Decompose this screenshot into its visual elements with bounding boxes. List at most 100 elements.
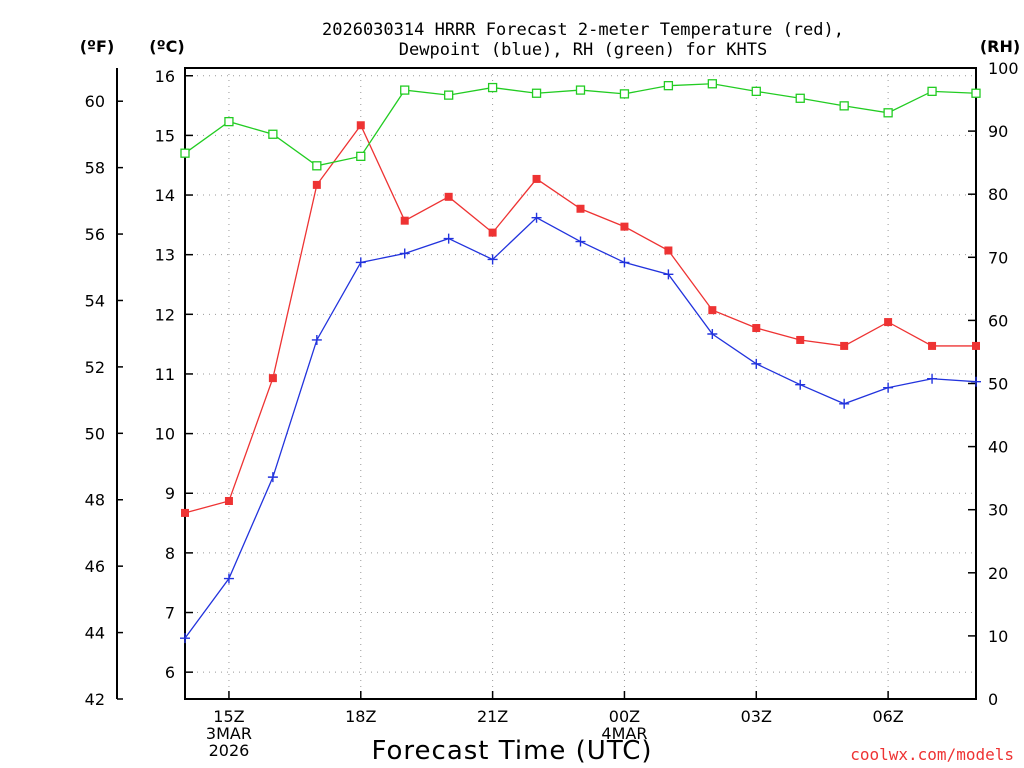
fahrenheit-tick-label: 42: [85, 690, 105, 709]
rh-tick-label: 40: [988, 438, 1008, 457]
dewpoint-point: [971, 376, 981, 387]
temperature-point: [620, 222, 629, 231]
rh-point: [180, 148, 190, 158]
rh-point: [487, 82, 498, 93]
rh-axis-unit: (RH): [980, 37, 1020, 56]
dewpoint-point: [487, 254, 498, 265]
temperature-point: [181, 508, 189, 517]
x-tick-label: 2026: [209, 741, 250, 760]
temperature-point: [752, 324, 761, 333]
x-tick-label: 4MAR: [601, 724, 647, 743]
fahrenheit-tick-label: 44: [85, 624, 105, 643]
rh-point: [927, 86, 937, 96]
dewpoint-point: [927, 373, 938, 384]
rh-tick-label: 90: [988, 122, 1008, 141]
rh-point: [400, 85, 410, 95]
axes: 42 44 46 48 50 52 54 56 58 60 6 7 8 9 10 11 12 13 14 15 16 0 1…: [85, 59, 1019, 760]
temperature-point: [488, 228, 497, 237]
rh-tick-label: 30: [988, 501, 1008, 520]
temperature-point: [884, 318, 893, 327]
celsius-tick-label: 13: [155, 246, 175, 265]
rh-tick-label: 10: [988, 627, 1008, 646]
rh-point: [971, 88, 981, 98]
celsius-tick-label: 9: [165, 484, 175, 503]
fahrenheit-tick-label: 60: [85, 92, 105, 111]
rh-tick-label: 20: [988, 564, 1008, 583]
fahrenheit-tick-label: 52: [85, 358, 105, 377]
rh-point: [575, 85, 586, 95]
series-dewpoint: [180, 212, 981, 644]
x-tick-label: 00Z: [609, 707, 640, 726]
x-tick-label: 06Z: [872, 707, 903, 726]
series-rh: [180, 79, 981, 171]
temperature-point: [268, 374, 277, 383]
celsius-tick-label: 10: [155, 425, 175, 444]
dewpoint-point: [883, 382, 894, 393]
temperature-point: [796, 335, 805, 344]
dewpoint-point: [531, 212, 542, 223]
rh-tick-label: 80: [988, 185, 1008, 204]
rh-point: [883, 108, 893, 118]
fahrenheit-tick-label: 48: [85, 491, 105, 510]
celsius-tick-label: 12: [155, 305, 175, 324]
x-tick-label: 3MAR: [206, 724, 252, 743]
series-temperature: [181, 121, 980, 517]
temperature-point: [224, 496, 233, 505]
x-tick-label: 03Z: [741, 707, 772, 726]
rh-point: [312, 161, 322, 171]
x-tick-label: 18Z: [345, 707, 376, 726]
dewpoint-point: [223, 573, 234, 584]
temperature-point: [400, 216, 409, 225]
temperature-point: [708, 306, 717, 315]
series-line-temperature: [184, 123, 976, 514]
dewpoint-point: [311, 334, 322, 345]
temperature-point: [356, 121, 365, 130]
dewpoint-point: [751, 358, 762, 369]
temperature-point: [664, 246, 673, 255]
series-line-dewpoint: [184, 216, 977, 639]
celsius-tick-label: 15: [155, 126, 175, 145]
rh-point: [619, 89, 630, 99]
rh-point: [356, 151, 366, 161]
dewpoint-point: [443, 233, 454, 244]
temperature-point: [312, 180, 321, 189]
dewpoint-point: [355, 257, 366, 268]
fahrenheit-tick-label: 46: [85, 557, 105, 576]
rh-point: [224, 116, 234, 127]
rh-point: [751, 86, 761, 96]
x-tick-label: 21Z: [477, 707, 508, 726]
celsius-tick-label: 7: [165, 604, 175, 623]
rh-point: [444, 90, 454, 100]
rh-tick-label: 0: [988, 690, 998, 709]
dewpoint-point: [839, 398, 850, 409]
series-line-rh: [184, 83, 977, 167]
fahrenheit-tick-label: 56: [85, 225, 105, 244]
rh-point: [268, 129, 278, 139]
rh-point: [795, 93, 805, 103]
temperature-point: [444, 192, 453, 201]
chart-title-line-2: Dewpoint (blue), RH (green) for KHTS: [399, 40, 767, 60]
rh-point: [531, 88, 542, 98]
dewpoint-point: [663, 269, 674, 280]
rh-tick-label: 70: [988, 248, 1008, 267]
celsius-tick-label: 16: [155, 67, 175, 86]
dewpoint-point: [575, 236, 586, 247]
celsius-tick-label: 11: [155, 365, 175, 384]
dewpoint-point: [180, 633, 190, 644]
credit-link[interactable]: coolwx.com/models: [850, 745, 1014, 764]
dewpoint-point: [267, 472, 278, 483]
dewpoint-point: [399, 248, 410, 259]
celsius-tick-label: 8: [165, 544, 175, 563]
rh-point: [663, 81, 674, 91]
fahrenheit-tick-label: 50: [85, 424, 105, 443]
grid-lines: [185, 68, 976, 699]
rh-tick-label: 100: [988, 59, 1019, 78]
rh-point: [707, 79, 717, 89]
rh-tick-label: 60: [988, 311, 1008, 330]
chart-title-line-1: 2026030314 HRRR Forecast 2-meter Tempera…: [322, 20, 844, 40]
temperature-point: [576, 204, 585, 213]
fahrenheit-tick-label: 54: [85, 291, 105, 310]
fahrenheit-tick-label: 58: [85, 159, 105, 178]
x-axis-label: Forecast Time (UTC): [371, 736, 652, 766]
dewpoint-point: [795, 379, 806, 390]
